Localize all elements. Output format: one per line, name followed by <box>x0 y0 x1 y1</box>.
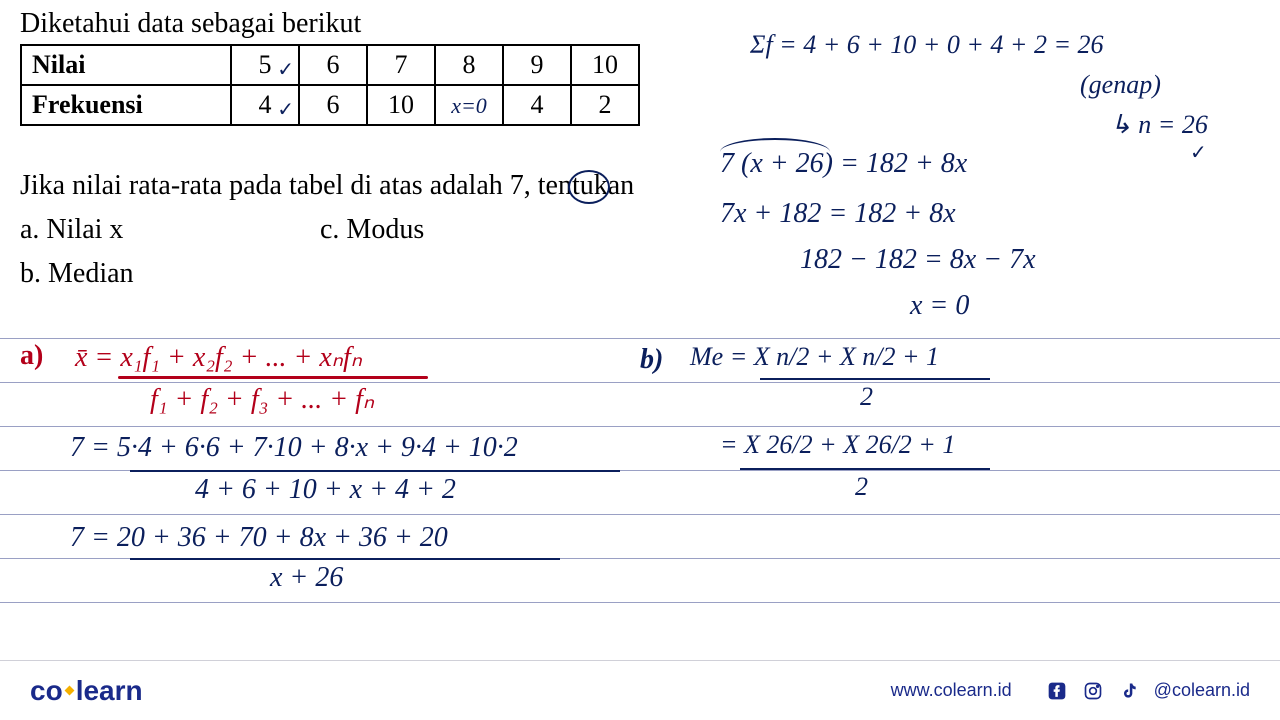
calc1-den: 4 + 6 + 10 + x + 4 + 2 <box>195 474 456 506</box>
part-b: b. Median <box>20 258 134 290</box>
cell-freq-5: 2 <box>571 85 639 125</box>
fraction-line <box>130 470 620 472</box>
cell-nilai-5: 10 <box>571 45 639 85</box>
cell-freq-4: 4 <box>503 85 571 125</box>
label-b: b) <box>640 344 663 376</box>
median-formula-num: Me = X n/2 + X n/2 + 1 <box>690 342 939 372</box>
fraction-line <box>760 378 990 380</box>
brand-logo: colearn <box>30 675 143 707</box>
eq-line-1: 7 (x + 26) = 182 + 8x <box>720 148 967 180</box>
data-table: Nilai 5✓ 6 7 8 9 10 Frekuensi 4✓ 6 10 x=… <box>20 44 640 126</box>
problem-title: Diketahui data sebagai berikut <box>20 8 361 40</box>
rule-line <box>0 602 1280 603</box>
part-a: a. Nilai x <box>20 214 123 246</box>
calc2-den: x + 26 <box>270 562 343 594</box>
footer: colearn www.colearn.id @colearn.id <box>0 660 1280 720</box>
median-calc-den: 2 <box>855 472 868 502</box>
calc1-num: 7 = 5·4 + 6·6 + 7·10 + 8·x + 9·4 + 10·2 <box>70 432 518 464</box>
fraction-line <box>130 558 560 560</box>
mean-formula-den: f₁ + f₂ + f₃ + ... + fₙ <box>150 382 374 416</box>
table-row-frekuensi: Frekuensi 4✓ 6 10 x=0 4 2 <box>21 85 639 125</box>
eq-line-4: x = 0 <box>910 290 969 322</box>
cell-freq-0: 4✓ <box>231 85 299 125</box>
cell-nilai-4: 9 <box>503 45 571 85</box>
eq-line-3: 182 − 182 = 8x − 7x <box>800 244 1036 276</box>
question-line: Jika nilai rata-rata pada tabel di atas … <box>20 170 634 202</box>
cell-nilai-3: 8 <box>435 45 503 85</box>
logo-dot-icon <box>63 675 76 706</box>
page-root: Diketahui data sebagai berikut Nilai 5✓ … <box>0 0 1280 720</box>
instagram-icon[interactable] <box>1082 680 1104 702</box>
tiktok-icon[interactable] <box>1118 680 1140 702</box>
genap-note: (genap) <box>1080 70 1161 100</box>
sum-f-line: Σf = 4 + 6 + 10 + 0 + 4 + 2 = 26 <box>750 30 1104 60</box>
cell-nilai-2: 7 <box>367 45 435 85</box>
cell-freq-2: 10 <box>367 85 435 125</box>
mean-formula-num: x̄ = x₁f₁ + x₂f₂ + ... + xₙfₙ <box>75 340 362 374</box>
label-a: a) <box>20 340 43 372</box>
calc2-num: 7 = 20 + 36 + 70 + 8x + 36 + 20 <box>70 522 448 554</box>
footer-right: www.colearn.id @colearn.id <box>891 680 1250 702</box>
rule-line <box>0 514 1280 515</box>
rule-line <box>0 426 1280 427</box>
footer-handle[interactable]: @colearn.id <box>1154 680 1250 701</box>
cell-freq-1: 6 <box>299 85 367 125</box>
fraction-line <box>740 468 990 470</box>
part-c: c. Modus <box>320 214 424 246</box>
cell-nilai-1: 6 <box>299 45 367 85</box>
eq-line-2: 7x + 182 = 182 + 8x <box>720 198 956 230</box>
check-icon: ✓ <box>1190 140 1207 165</box>
table-row-nilai: Nilai 5✓ 6 7 8 9 10 <box>21 45 639 85</box>
median-formula-den: 2 <box>860 382 873 412</box>
logo-learn: learn <box>76 675 143 706</box>
row-header-frekuensi: Frekuensi <box>21 85 231 125</box>
logo-co: co <box>30 675 63 706</box>
cell-freq-3: x=0 <box>435 85 503 125</box>
n-value: ↳ n = 26 <box>1110 110 1208 140</box>
cell-nilai-0: 5✓ <box>231 45 299 85</box>
check-icon: ✓ <box>277 57 294 82</box>
footer-url[interactable]: www.colearn.id <box>891 680 1012 701</box>
row-header-nilai: Nilai <box>21 45 231 85</box>
check-icon: ✓ <box>277 97 294 122</box>
fraction-line <box>118 376 428 379</box>
rule-line <box>0 338 1280 339</box>
facebook-icon[interactable] <box>1046 680 1068 702</box>
median-calc-num: = X 26/2 + X 26/2 + 1 <box>720 430 955 460</box>
